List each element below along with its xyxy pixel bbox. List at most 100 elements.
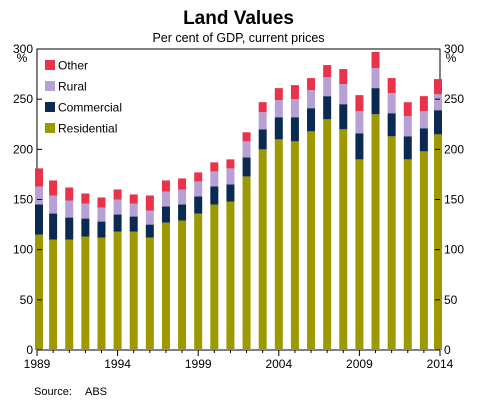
bar-rural-1999 <box>194 181 203 197</box>
bar-residential-1990 <box>49 239 58 350</box>
bar-commercial-2001 <box>226 184 235 202</box>
bar-commercial-1999 <box>194 196 203 214</box>
bar-rural-2012 <box>403 116 412 137</box>
bar-rural-2013 <box>419 111 428 129</box>
bar-rural-2014 <box>434 94 442 111</box>
bar-rural-2006 <box>307 90 316 109</box>
bar-commercial-1998 <box>178 204 187 221</box>
y-axis-ticks: 0 0 50 50 100 100 150 150 200 200 250 250 300 300 <box>13 42 464 357</box>
bar-residential-2006 <box>307 131 316 350</box>
bar-commercial-1990 <box>49 213 58 240</box>
bar-residential-2010 <box>371 114 380 350</box>
y-tick-label-left: 0 <box>26 343 33 357</box>
bar-commercial-1997 <box>161 206 170 223</box>
bar-residential-2013 <box>419 151 428 350</box>
bar-commercial-1989 <box>35 204 43 235</box>
y-tick-label-right: 200 <box>444 142 464 156</box>
bar-rural-1996 <box>145 210 154 225</box>
bar-other-2005 <box>290 85 299 100</box>
bar-rural-2011 <box>387 93 396 114</box>
x-axis-ticks: 1989 1994 1999 2004 2009 2014 <box>24 350 454 371</box>
bar-rural-2001 <box>226 168 235 185</box>
y-axis-unit-left: % <box>17 51 28 65</box>
bar-rural-1994 <box>113 199 122 215</box>
bar-other-1996 <box>145 195 154 211</box>
y-tick-label-right: 300 <box>444 42 464 56</box>
source-label: Source: <box>34 386 72 398</box>
bar-commercial-1992 <box>81 218 90 237</box>
bar-commercial-1995 <box>129 216 138 232</box>
y-tick-label-right: 150 <box>444 193 464 207</box>
legend-label-rural: Rural <box>58 80 87 94</box>
bar-commercial-2006 <box>307 108 316 132</box>
plot-frame <box>36 48 441 351</box>
y-axis-unit-right: % <box>446 51 457 65</box>
bar-residential-1998 <box>178 220 187 350</box>
bar-other-2000 <box>210 162 219 172</box>
legend-swatch-other <box>45 60 55 70</box>
bar-residential-2005 <box>290 141 299 350</box>
bar-commercial-2010 <box>371 88 380 115</box>
bar-rural-2009 <box>355 111 364 134</box>
bar-rural-1993 <box>97 207 106 222</box>
y-tick-label-left: 100 <box>13 243 33 257</box>
bar-other-2012 <box>403 102 412 117</box>
y-tick-label-left: 150 <box>13 193 33 207</box>
legend-label-commercial: Commercial <box>58 101 122 115</box>
bar-residential-1995 <box>129 231 138 350</box>
bar-residential-1999 <box>194 213 203 350</box>
bar-other-1989 <box>35 168 43 187</box>
bar-residential-1991 <box>65 239 74 350</box>
bar-commercial-1993 <box>97 221 106 238</box>
bar-commercial-2004 <box>274 117 283 140</box>
bar-residential-2000 <box>210 204 219 350</box>
bar-other-1993 <box>97 197 106 208</box>
bar-rural-2008 <box>339 84 348 105</box>
bar-other-2004 <box>274 88 283 101</box>
source-value: ABS <box>85 386 107 398</box>
bar-residential-1993 <box>97 237 106 350</box>
bar-commercial-2007 <box>323 96 332 120</box>
bar-other-2013 <box>419 96 428 112</box>
bar-other-1994 <box>113 189 122 200</box>
bar-residential-1996 <box>145 237 154 350</box>
bar-residential-2002 <box>242 176 251 350</box>
bar-other-2006 <box>307 78 316 91</box>
bar-other-1992 <box>81 193 90 204</box>
x-tick-label-1994: 1994 <box>104 357 131 371</box>
bar-rural-1998 <box>178 189 187 205</box>
bar-residential-2009 <box>355 159 364 350</box>
bar-rural-2005 <box>290 99 299 118</box>
bar-residential-2003 <box>258 149 267 350</box>
bar-other-2008 <box>339 69 348 85</box>
y-tick-label-right: 250 <box>444 92 464 106</box>
bar-residential-2007 <box>323 119 332 350</box>
bar-rural-2000 <box>210 171 219 187</box>
y-tick-label-left: 200 <box>13 142 33 156</box>
legend: Other Rural Commercial Residential <box>45 59 122 136</box>
bar-commercial-1996 <box>145 224 154 238</box>
bar-other-1997 <box>161 180 170 192</box>
bar-other-1995 <box>129 194 138 204</box>
bar-commercial-2014 <box>434 110 442 135</box>
y-tick-label-left: 50 <box>20 293 34 307</box>
bar-other-2003 <box>258 102 267 113</box>
bar-commercial-2005 <box>290 117 299 142</box>
bar-residential-2001 <box>226 201 235 350</box>
bar-rural-1995 <box>129 203 138 217</box>
bar-other-2002 <box>242 132 251 142</box>
bar-other-2001 <box>226 159 235 169</box>
legend-swatch-residential <box>45 123 55 133</box>
y-tick-label-left: 250 <box>13 92 33 106</box>
bar-rural-1989 <box>35 186 43 205</box>
bar-other-2009 <box>355 95 364 112</box>
bar-residential-1994 <box>113 231 122 350</box>
x-tick-label-2009: 2009 <box>346 357 373 371</box>
legend-swatch-commercial <box>45 102 55 112</box>
y-tick-label-right: 50 <box>444 293 458 307</box>
x-tick-label-2004: 2004 <box>265 357 292 371</box>
bar-commercial-2009 <box>355 133 364 160</box>
bar-residential-1989 <box>35 234 43 350</box>
bar-other-2007 <box>323 65 332 78</box>
